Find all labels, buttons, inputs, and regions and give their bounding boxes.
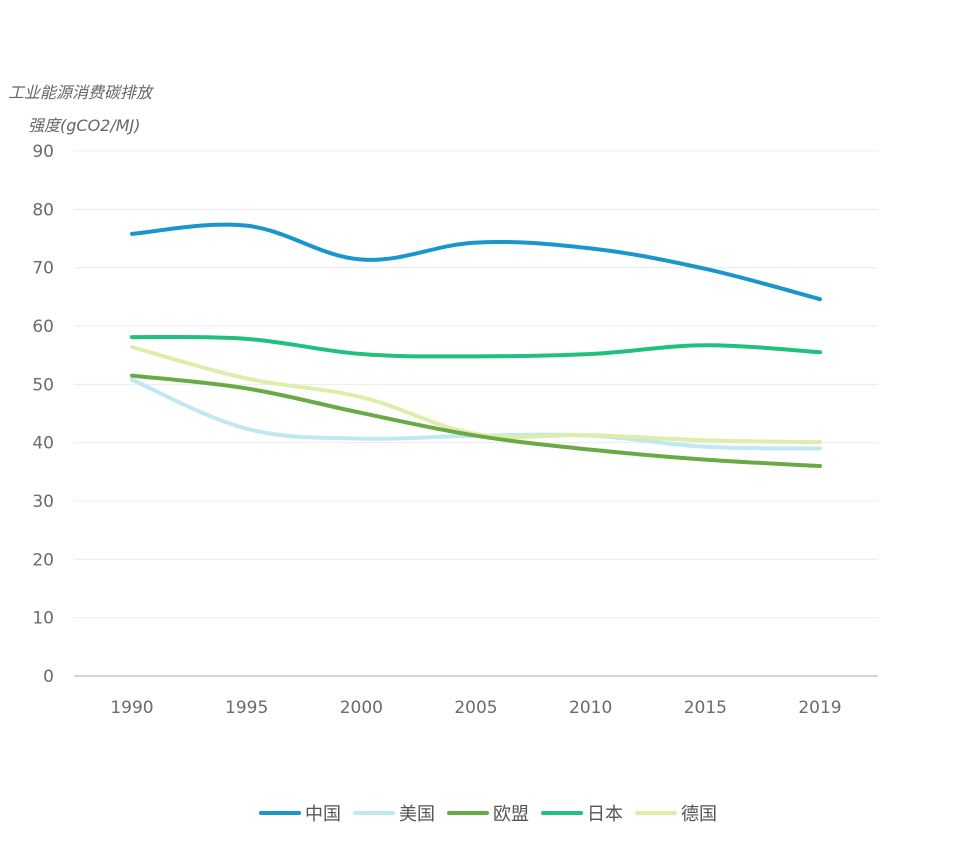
legend-item[interactable]: 欧盟 [447, 800, 529, 826]
legend-swatch [353, 811, 395, 815]
y-axis-title-line1: 工业能源消费碳排放 [8, 83, 153, 102]
legend-item[interactable]: 中国 [259, 800, 341, 826]
y-tick-labels: 0 10 20 30 40 50 60 70 80 90 [32, 142, 54, 687]
series-line-4 [130, 345, 822, 445]
x-tick-label: 2000 [340, 698, 383, 718]
legend-label: 德国 [681, 804, 717, 825]
x-tick-label: 1990 [110, 698, 153, 718]
y-axis-title-line2: 强度(gCO2/MJ) [28, 116, 141, 135]
y-tick-label: 90 [32, 142, 54, 162]
x-tick-label: 2005 [454, 698, 497, 718]
grid-lines [74, 150, 878, 619]
x-tick-label: 2019 [798, 698, 841, 718]
x-tick-label: 2015 [684, 698, 727, 718]
y-tick-label: 10 [32, 609, 54, 629]
y-tick-label: 20 [32, 550, 54, 570]
y-tick-label: 80 [32, 200, 54, 220]
y-tick-label: 50 [32, 375, 54, 395]
legend-swatch [259, 811, 301, 815]
legend-label: 欧盟 [493, 804, 529, 825]
y-tick-label: 0 [43, 667, 54, 687]
y-tick-label: 70 [32, 259, 54, 279]
y-tick-label: 40 [32, 434, 54, 454]
x-tick-label: 1995 [225, 698, 268, 718]
series-line-1 [130, 377, 822, 451]
legend-label: 日本 [587, 804, 623, 825]
legend-item[interactable]: 美国 [353, 800, 435, 826]
x-tick-label: 2010 [569, 698, 612, 718]
legend-label: 美国 [399, 804, 435, 825]
legend-item[interactable]: 德国 [635, 800, 717, 826]
legend-label: 中国 [305, 804, 341, 825]
legend-swatch [541, 811, 583, 815]
series-lines [130, 222, 822, 468]
y-tick-label: 60 [32, 317, 54, 337]
series-line-2 [130, 373, 822, 468]
y-axis-title: 工业能源消费碳排放 强度(gCO2/MJ) [8, 76, 152, 142]
legend-swatch [447, 811, 489, 815]
series-line-3 [130, 334, 822, 359]
legend-item[interactable]: 日本 [541, 800, 623, 826]
y-tick-label: 30 [32, 492, 54, 512]
x-tick-labels: 1990 1995 2000 2005 2010 2015 2019 [110, 698, 841, 718]
legend: 中国 美国 欧盟 日本 德国 [0, 800, 976, 826]
legend-swatch [635, 811, 677, 815]
series-line-0 [130, 222, 822, 302]
